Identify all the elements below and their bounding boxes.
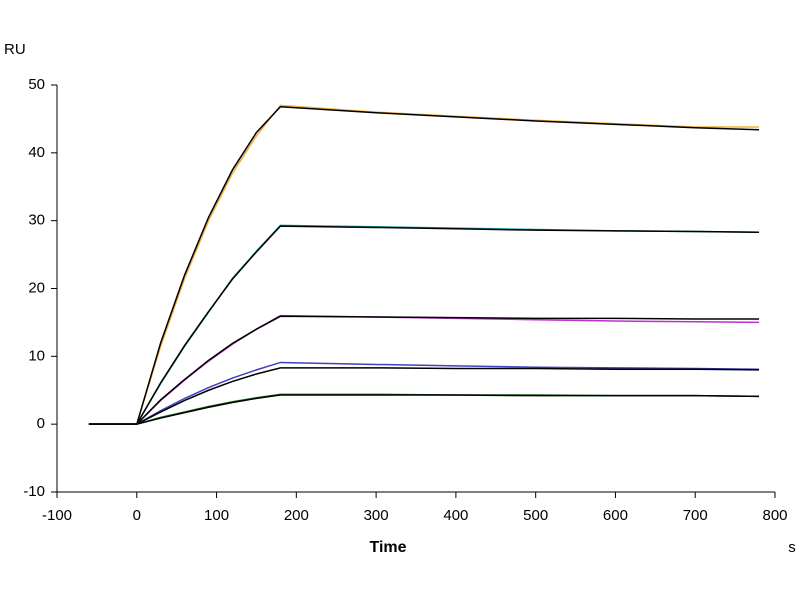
series-line bbox=[88, 315, 760, 425]
series-line bbox=[88, 105, 760, 425]
series-line bbox=[88, 367, 760, 425]
y-tick-label: 0 bbox=[37, 415, 45, 432]
x-tick-label: 600 bbox=[603, 507, 628, 524]
x-tick-label: 100 bbox=[204, 507, 229, 524]
x-axis-label: Time bbox=[369, 539, 406, 556]
x-axis-unit: s bbox=[788, 539, 796, 556]
y-tick-label: 50 bbox=[28, 76, 45, 93]
x-tick-label: 500 bbox=[523, 507, 548, 524]
y-tick-label: 40 bbox=[28, 144, 45, 161]
y-tick-label: 20 bbox=[28, 279, 45, 296]
x-tick-label: 400 bbox=[443, 507, 468, 524]
y-tick-label: -10 bbox=[23, 483, 45, 500]
series-line bbox=[88, 361, 760, 425]
y-axis-label: RU bbox=[4, 41, 26, 58]
x-tick-label: 0 bbox=[133, 507, 141, 524]
y-tick-label: 30 bbox=[28, 212, 45, 229]
series-line bbox=[88, 394, 760, 425]
x-tick-label: 800 bbox=[762, 507, 787, 524]
x-tick-label: 300 bbox=[364, 507, 389, 524]
y-tick-label: 10 bbox=[28, 347, 45, 364]
x-tick-label: 700 bbox=[683, 507, 708, 524]
series-line bbox=[88, 225, 760, 425]
x-tick-label: -100 bbox=[42, 507, 72, 524]
x-tick-label: 200 bbox=[284, 507, 309, 524]
